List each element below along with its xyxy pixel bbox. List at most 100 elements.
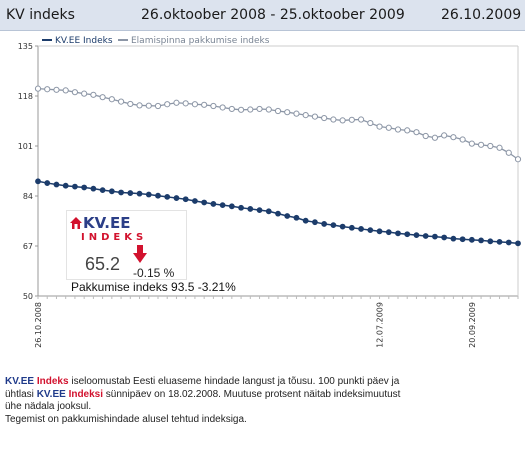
description-line-4: Tegemist on pakkumishindade alusel tehtu…	[5, 413, 247, 425]
series-1-point	[247, 206, 254, 212]
brand-indeksi: Indeksi	[68, 388, 104, 400]
series-1-point	[496, 238, 503, 245]
description-text-2b: sünnipäev on 18.02.2008. Muutuse protsen…	[103, 388, 401, 400]
series-2-point	[228, 105, 235, 113]
series-2-point	[376, 123, 383, 130]
legend-label: KV.EE Indeks	[55, 36, 113, 46]
y-tick-label: 135	[18, 42, 33, 51]
series-1-point	[145, 191, 152, 198]
series-1-point	[302, 217, 309, 224]
index-change: -0.15 %	[133, 266, 175, 280]
series-2-point	[293, 110, 300, 117]
series-1-point	[432, 233, 438, 240]
series-1-point	[72, 183, 78, 190]
series-1-point	[284, 213, 291, 219]
y-tick-label: 67	[23, 242, 33, 251]
series-1-point	[312, 219, 318, 226]
series-2-point	[44, 86, 51, 93]
y-tick-label: 101	[18, 142, 33, 151]
series-1-point	[441, 234, 448, 241]
header-title: KV indeks	[6, 7, 75, 23]
series-2-point	[136, 102, 143, 109]
series-2-point	[201, 101, 208, 108]
series-1-point	[339, 223, 346, 230]
series-1-point	[348, 224, 355, 231]
series-2-point	[237, 106, 245, 113]
description-line-1: KV.EE Indeks iseloomustab Eesti eluaseme…	[5, 376, 515, 389]
series-2-point	[284, 109, 291, 116]
description: KV.EE Indeks iseloomustab Eesti eluaseme…	[5, 376, 515, 426]
series-1-point	[487, 238, 494, 245]
series-1-point	[192, 198, 198, 204]
series-2-point	[53, 86, 60, 93]
series-2-point	[210, 102, 217, 110]
series-1-point	[108, 188, 115, 195]
series-2-point	[302, 112, 309, 119]
series-2-point	[90, 91, 97, 98]
brand-kvee-2: KV.EE	[36, 388, 66, 400]
series-1-point	[44, 180, 51, 186]
header-date-range: 26.oktoober 2008 - 25.oktoober 2009	[141, 7, 405, 23]
kv-index-widget: KV.EE INDEKS 65.2 -0.15 %	[66, 210, 187, 280]
series-1-point	[219, 202, 226, 209]
series-1-point	[118, 189, 124, 196]
description-text-2a: ühtlasi	[5, 388, 37, 400]
series-1-point	[275, 210, 281, 217]
series-1-point	[53, 181, 60, 188]
series-1-point	[265, 208, 272, 215]
logo-text: KV.EE	[83, 214, 131, 232]
series-1-point	[201, 199, 208, 206]
series-2-point	[450, 134, 457, 141]
series-2-point	[62, 87, 69, 94]
index-value: 65.2	[85, 254, 121, 274]
series-1-point	[293, 214, 300, 221]
series-2-point	[154, 102, 162, 110]
description-text-1: iseloomustab Eesti eluaseme hindade lang…	[68, 376, 400, 387]
logo-subtext: INDEKS	[81, 232, 148, 243]
series-1-point	[459, 236, 466, 243]
description-line-3: ühe nädala jooksul.	[5, 401, 92, 412]
series-2-point	[413, 129, 420, 136]
pakkumise-index: Pakkumise indeks 93.5 -3.21%	[71, 280, 236, 294]
brand-kvee: KV.EE	[5, 376, 35, 387]
house-icon	[70, 217, 82, 229]
series-1-point	[210, 201, 217, 207]
series-2-point	[127, 100, 134, 108]
series-1-point	[228, 203, 235, 210]
series-2-point	[404, 127, 411, 134]
series-1-point	[238, 204, 244, 211]
series-2-point	[274, 107, 282, 115]
series-2-point	[468, 140, 475, 147]
y-tick-label: 50	[23, 292, 33, 301]
series-2-point	[330, 116, 337, 123]
series-2-point	[99, 94, 106, 101]
arrow-down-icon	[133, 245, 147, 263]
series-2-point	[367, 119, 374, 127]
series-2-point	[357, 116, 365, 123]
series-1-point	[256, 207, 263, 214]
series-1-point	[173, 195, 180, 201]
series-1-point	[358, 226, 364, 232]
series-2-point	[422, 132, 429, 140]
series-1-point	[182, 196, 189, 203]
series-1-point	[515, 240, 521, 247]
series-1-point	[468, 236, 475, 243]
series-1-point	[422, 233, 429, 239]
legend-label: Elamispinna pakkumise indeks	[131, 36, 270, 46]
y-tick-label: 84	[23, 192, 33, 201]
brand-indeks: Indeks	[36, 376, 69, 387]
series-2-point	[34, 85, 42, 92]
series-1-point	[81, 184, 88, 191]
series-1-point	[99, 187, 106, 194]
series-2-point	[164, 101, 171, 108]
series-1-point	[155, 192, 161, 199]
series-2-point	[487, 142, 494, 150]
series-1-point	[136, 190, 143, 197]
series-2-point	[496, 144, 503, 151]
series-2-point	[219, 104, 226, 111]
series-1-point	[404, 231, 411, 238]
series-2-point	[108, 96, 115, 103]
kv-index-chart: 50 67 84 101 118 135 26.10.2008 12.07.2009 20.09…	[18, 36, 522, 348]
series-1-point	[450, 235, 457, 242]
series-2-point	[514, 156, 522, 163]
